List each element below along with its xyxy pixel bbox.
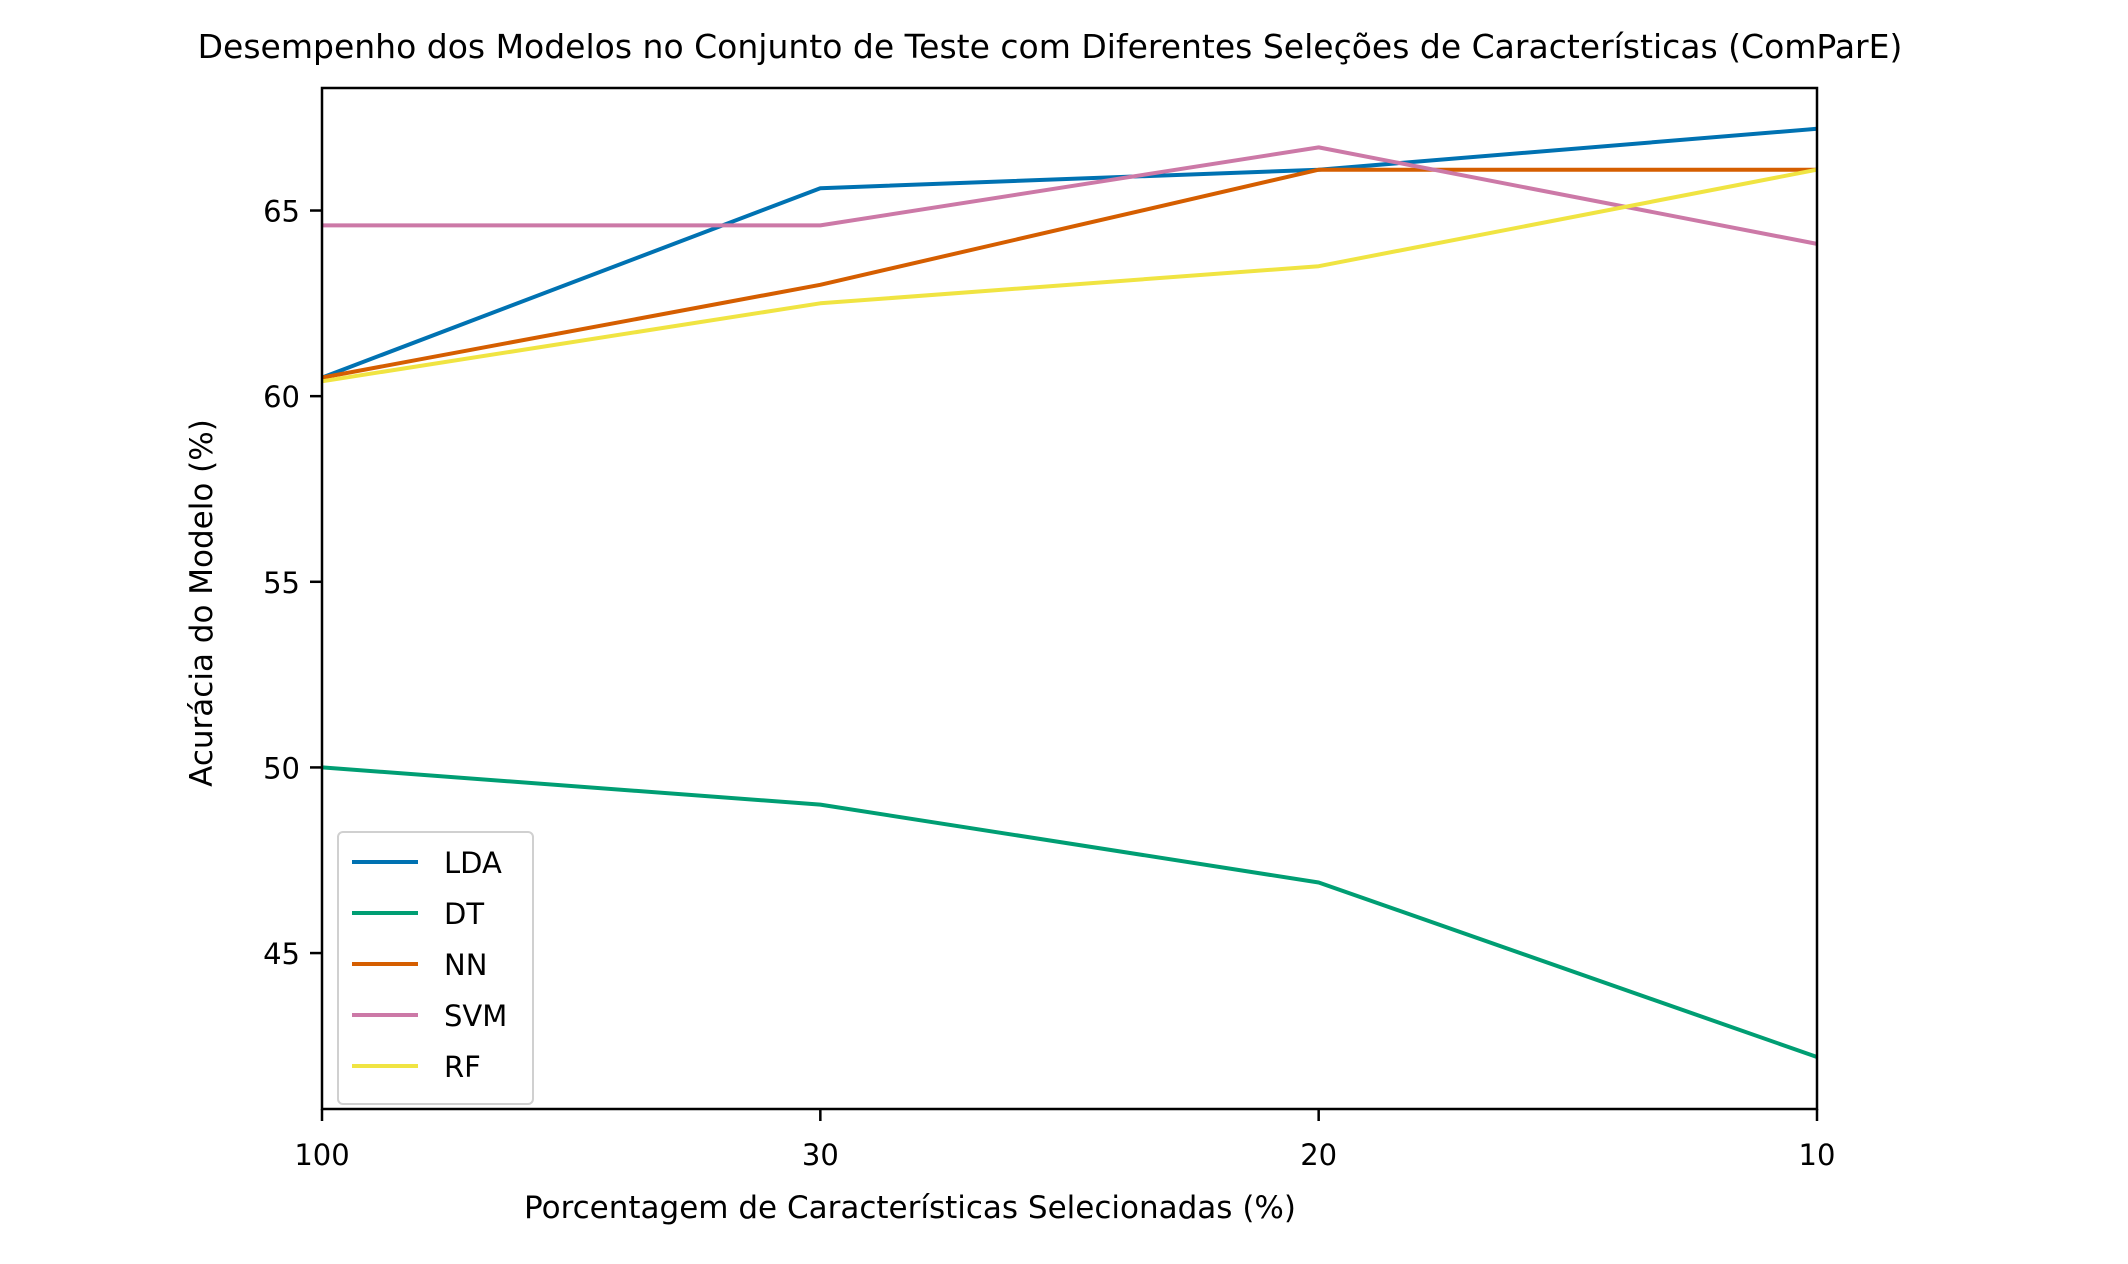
x-tick-label-20: 20	[1300, 1138, 1337, 1172]
series-line-rf	[321, 167, 1818, 384]
legend-label-lda: LDA	[444, 846, 502, 880]
y-tick-label-45: 45	[263, 937, 300, 971]
series-line-lda	[321, 126, 1818, 380]
x-tick-label-100: 100	[294, 1138, 349, 1172]
legend-label-dt: DT	[444, 897, 484, 931]
plot-area: 45 50 55 60 65 100 30 20 10	[263, 86, 1836, 1172]
legend-label-nn: NN	[444, 948, 487, 982]
legend-label-svm: SVM	[444, 999, 507, 1033]
y-tick-label-50: 50	[263, 751, 300, 785]
x-tick-label-10: 10	[1799, 1138, 1836, 1172]
y-tick-label-60: 60	[263, 380, 300, 414]
y-axis-label: Acurácia do Modelo (%)	[184, 419, 220, 787]
x-axis-label: Porcentagem de Características Seleciona…	[524, 1190, 1296, 1226]
y-tick-label-65: 65	[263, 195, 300, 229]
axes-frame	[320, 86, 1819, 1111]
x-tick-label-30: 30	[802, 1138, 839, 1172]
y-tick-label-55: 55	[263, 566, 300, 600]
chart-title: Desempenho dos Modelos no Conjunto de Te…	[198, 27, 1903, 66]
legend-label-rf: RF	[444, 1050, 481, 1084]
legend: LDA DT NN SVM RF	[337, 831, 534, 1105]
series-line-svm	[322, 145, 1818, 246]
legend-box	[337, 831, 534, 1105]
series-line-nn	[321, 167, 1817, 380]
series-line-dt	[321, 765, 1818, 1059]
